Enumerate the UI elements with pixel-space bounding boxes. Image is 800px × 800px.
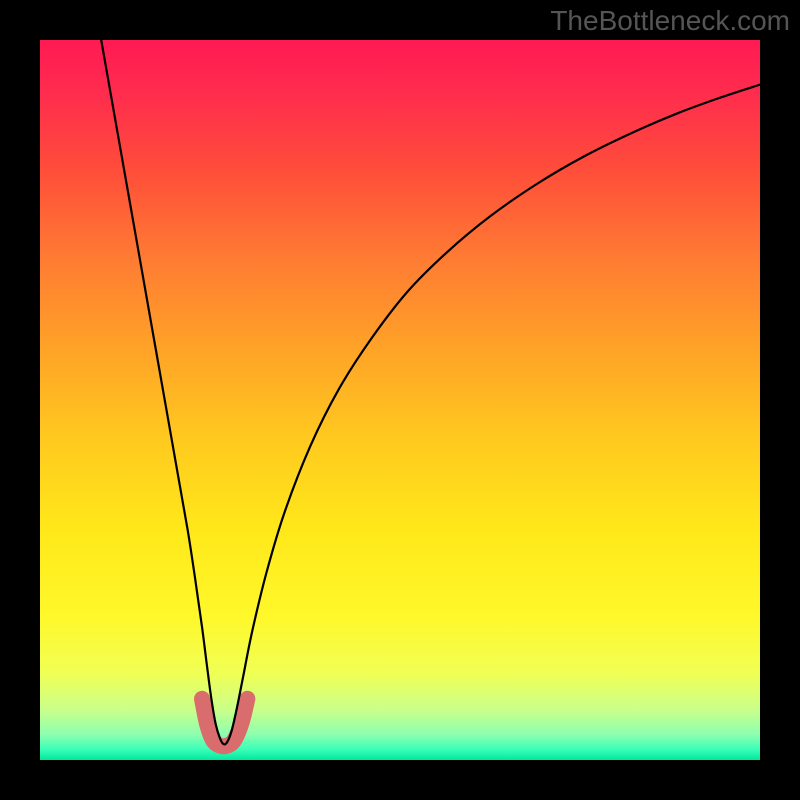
watermark-text: TheBottleneck.com: [550, 5, 790, 36]
bottleneck-chart: TheBottleneck.com: [0, 0, 800, 800]
plot-area: [40, 40, 760, 760]
